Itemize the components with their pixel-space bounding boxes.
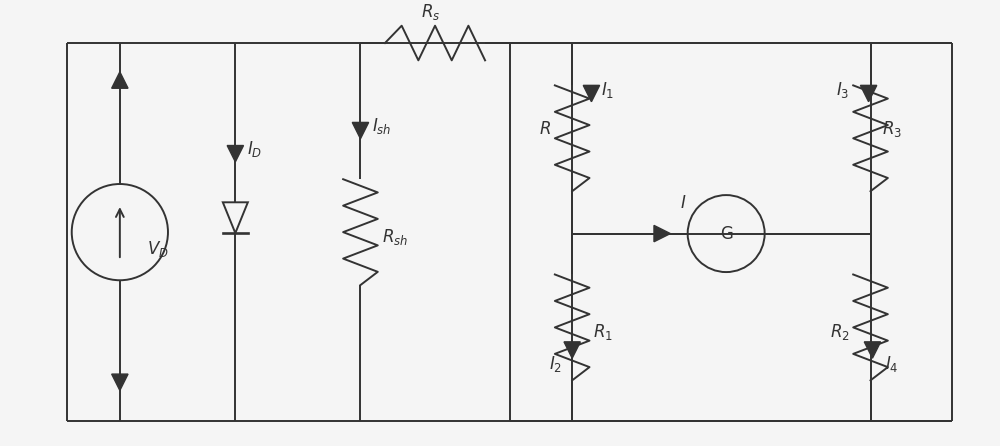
Polygon shape bbox=[864, 342, 881, 358]
Text: $R$: $R$ bbox=[539, 120, 551, 138]
Text: $I_1$: $I_1$ bbox=[601, 80, 614, 100]
Text: G: G bbox=[720, 225, 733, 243]
Polygon shape bbox=[654, 225, 670, 242]
Text: $R_{sh}$: $R_{sh}$ bbox=[382, 227, 408, 247]
Text: $I_{sh}$: $I_{sh}$ bbox=[372, 116, 392, 136]
Polygon shape bbox=[352, 122, 369, 139]
Polygon shape bbox=[227, 145, 244, 162]
Text: $I_4$: $I_4$ bbox=[885, 354, 899, 374]
Text: $R_s$: $R_s$ bbox=[421, 2, 440, 22]
Text: $I_2$: $I_2$ bbox=[549, 354, 563, 374]
Polygon shape bbox=[583, 85, 600, 102]
Text: $R_1$: $R_1$ bbox=[593, 322, 613, 342]
Text: $I$: $I$ bbox=[680, 194, 686, 212]
Text: $R_3$: $R_3$ bbox=[882, 119, 902, 139]
Text: $I_D$: $I_D$ bbox=[247, 139, 262, 159]
Polygon shape bbox=[112, 374, 128, 390]
Text: $V_D$: $V_D$ bbox=[147, 240, 169, 260]
Polygon shape bbox=[564, 342, 580, 358]
Text: $I_3$: $I_3$ bbox=[836, 80, 849, 100]
Polygon shape bbox=[860, 85, 877, 102]
Polygon shape bbox=[112, 72, 128, 88]
Text: $R_2$: $R_2$ bbox=[830, 322, 849, 342]
